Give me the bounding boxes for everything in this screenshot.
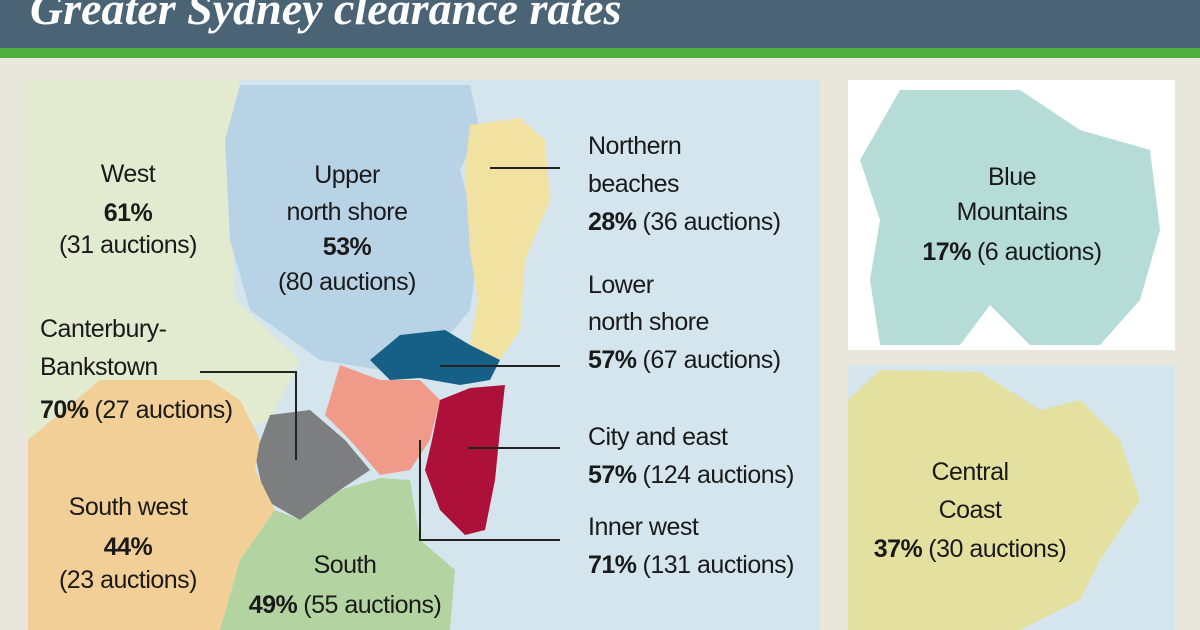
rate-line: 57% (124 auctions) [588,461,794,489]
region-name: Coast [939,496,1002,524]
region-name: Northern [588,132,681,160]
rate-line: 57% (67 auctions) [588,346,781,374]
clearance-rate: 53% [323,233,372,261]
region-northern-beaches [465,118,550,360]
region-label: Canterbury- Bankstown 70% (27 auctions) [40,315,233,424]
leader-line [200,371,297,460]
rate-line: 44% [104,533,153,561]
region-name: Bankstown [40,353,158,381]
region-central-coast [848,370,1140,630]
region-label: Lower north shore 57% (67 auctions) [588,271,781,374]
clearance-rate: 70% [40,396,89,424]
clearance-rate: 71% [588,551,637,579]
auction-count: (131 auctions) [643,551,794,579]
sydney-map [28,80,820,630]
clearance-rate: 49% [249,591,298,619]
auction-count: (80 auctions) [278,268,416,296]
title: Greater Sydney clearance rates [30,0,622,34]
region-label: South 49% (55 auctions) [249,551,442,619]
region-name: north shore [588,308,709,336]
clearance-rate: 44% [104,533,153,561]
auction-count: (27 auctions) [95,396,233,424]
region-upper-north-shore [225,85,480,370]
region-name: Mountains [957,198,1068,226]
region-blue-mountains [860,90,1160,345]
region-city-east [425,385,505,535]
header-band [0,0,1200,48]
region-name: South west [69,493,188,521]
region-name: City and east [588,423,728,451]
rate-line: 28% (36 auctions) [588,208,781,236]
central-coast-map [848,365,1175,630]
clearance-rate: 17% [922,238,971,266]
region-lower-north-shore [370,330,500,385]
clearance-rate: 61% [104,199,153,227]
region-label: Northern beaches 28% (36 auctions) [588,132,781,236]
auction-count: (67 auctions) [643,346,781,374]
clearance-rate: 28% [588,208,637,236]
region-name: Central [931,458,1008,486]
region-label: Upper north shore 53% (80 auctions) [278,161,417,296]
region-west [28,80,300,440]
rate-line: 49% (55 auctions) [249,591,442,619]
labels: West 61% (31 auctions) Upper north shore 53% (… [40,132,1102,619]
blue-mountains-map [848,80,1175,350]
clearance-rate: 57% [588,346,637,374]
auction-count: (36 auctions) [643,208,781,236]
auction-count: (30 auctions) [928,535,1066,563]
rate-line: 37% (30 auctions) [874,535,1067,563]
leader-line [419,440,560,541]
rate-line: 71% (131 auctions) [588,551,794,579]
region-label: Inner west 71% (131 auctions) [588,513,794,579]
clearance-rate: 57% [588,461,637,489]
region-canterbury-bankstown [255,410,370,520]
region-label: West 61% (31 auctions) [59,160,198,259]
auction-count: (124 auctions) [643,461,794,489]
auction-count: (55 auctions) [303,591,441,619]
region-label: Central Coast 37% (30 auctions) [874,458,1067,563]
region-name: West [101,160,156,188]
rate-line: 70% (27 auctions) [40,396,233,424]
region-label: South west 44% (23 auctions) [59,493,198,594]
region-name: Blue [988,163,1036,191]
auction-count: (23 auctions) [59,566,197,594]
auction-count: (31 auctions) [59,231,197,259]
region-name: South [314,551,377,579]
region-name: Inner west [588,513,699,541]
rate-line: 17% (6 auctions) [922,238,1101,266]
auction-count: (6 auctions) [977,238,1102,266]
region-label: Blue Mountains 17% (6 auctions) [922,163,1102,266]
region-label: City and east 57% (124 auctions) [588,423,794,489]
rate-line: 61% [104,199,153,227]
rate-line: 53% [323,233,372,261]
region-name: north shore [287,198,408,226]
header-rule [0,48,1200,58]
region-name: Canterbury- [40,315,167,343]
clearance-rate: 37% [874,535,923,563]
region-name: Lower [588,271,654,299]
region-south [220,478,455,630]
region-name: beaches [588,170,679,198]
region-south-west [28,380,275,630]
region-name: Upper [314,161,380,189]
region-inner-west [325,365,440,475]
